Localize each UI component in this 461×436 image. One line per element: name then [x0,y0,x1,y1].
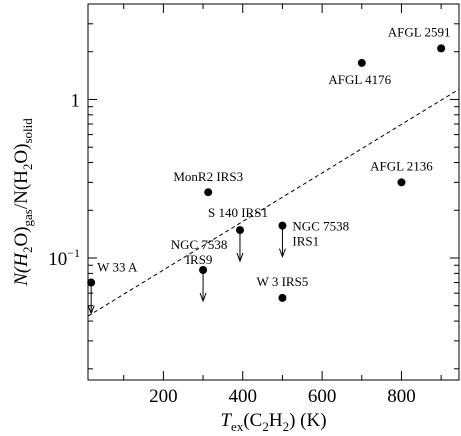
plot-frame [87,3,460,381]
axis-label-part: N(H [11,252,32,287]
data-point [437,44,446,53]
point-label: NGC 7538 [292,219,349,234]
axis-label-part: H [269,410,283,431]
fit-line [87,88,460,317]
axis-label-subscript: 2 [20,247,35,254]
axis-label-part: O) [11,226,32,246]
y-axis-label: N(H2O)gas/N(H2O)solid [11,118,35,287]
data-point [397,178,406,187]
axis-label-subscript: gas [20,209,35,226]
axis-label-subscript: 2 [20,164,35,171]
data-point [278,293,287,302]
axis-label-subscript: solid [20,118,35,144]
data-point [357,58,366,67]
x-tick-label: 800 [387,386,416,407]
x-axis-label: Tex(C2H2) (K) [220,410,326,434]
y-tick-label: 1 [71,90,81,111]
upper-limit-arrowhead [278,248,286,259]
point-label: IRS9 [186,252,213,267]
y-tick-label: 10−1 [48,246,80,270]
axis-label-subscript: 2 [262,419,269,434]
point-label: MonR2 IRS3 [173,169,243,184]
y-tick-exponent: −1 [67,246,80,260]
point-label: AFGL 2136 [370,158,433,173]
upper-limit-arrowhead [199,292,207,303]
x-tick-label: 600 [308,386,337,407]
point-label: AFGL 4176 [328,72,391,87]
y-tick-base: 10 [48,249,67,270]
point-label: NGC 7538 [171,237,228,252]
x-tick-label: 400 [228,386,257,407]
axis-label-part: ) (K) [289,410,326,431]
axis-label-subscript: 2 [283,419,290,434]
axis-label-part: O) [11,144,32,164]
axis-label-part: T [220,410,232,431]
upper-limit-arrowhead [87,305,95,315]
point-label: S 140 IRS1 [208,205,268,220]
point-label: W 3 IRS5 [257,274,309,289]
point-label: W 33 A [97,260,138,275]
data-point [204,188,213,197]
axis-label-subscript: ex [231,419,244,434]
point-label: IRS1 [292,234,319,249]
axis-label-part: /N(H [11,170,32,209]
upper-limit-arrowhead [236,252,244,263]
point-label: AFGL 2591 [388,24,451,39]
axis-label-part: (C [243,410,262,431]
x-tick-label: 200 [149,386,178,407]
